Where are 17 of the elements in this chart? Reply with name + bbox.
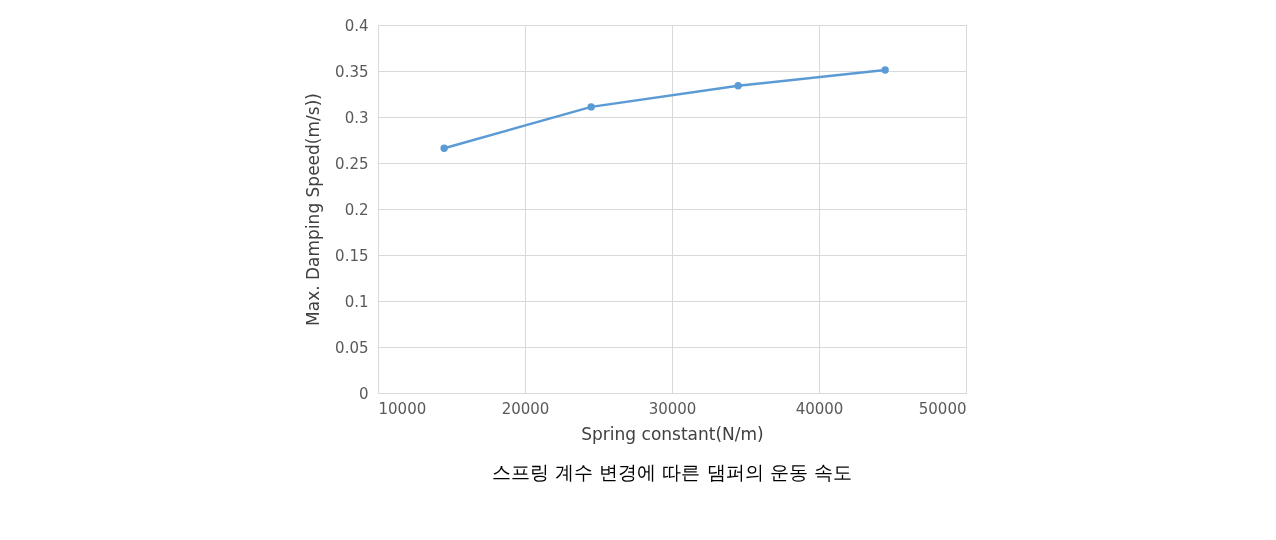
x-tick-label: 10000: [378, 399, 427, 418]
y-tick-label: 0: [358, 384, 369, 403]
y-tick-label: 0.4: [344, 16, 369, 35]
y-axis-title: Max. Damping Speed(m/s)): [303, 93, 324, 326]
y-tick-label: 0.05: [335, 338, 369, 357]
y-tick-label: 0.2: [344, 200, 369, 219]
y-tick-label: 0.35: [335, 62, 369, 81]
x-tick-label: 30000: [648, 399, 697, 418]
x-axis-title: Spring constant(N/m): [581, 423, 764, 444]
y-tick-label: 0.1: [344, 292, 369, 311]
y-tick-label: 0.15: [335, 246, 369, 265]
text: 스프링 계수 변경에 따른 댐퍼의 운동 속도: [492, 461, 852, 483]
x-tick-label: 40000: [795, 399, 844, 418]
x-tick-label: 20000: [501, 399, 550, 418]
x-tick-label: 50000: [918, 399, 967, 418]
y-tick-label: 0.25: [335, 154, 369, 173]
y-tick-label: 0.3: [344, 108, 369, 127]
